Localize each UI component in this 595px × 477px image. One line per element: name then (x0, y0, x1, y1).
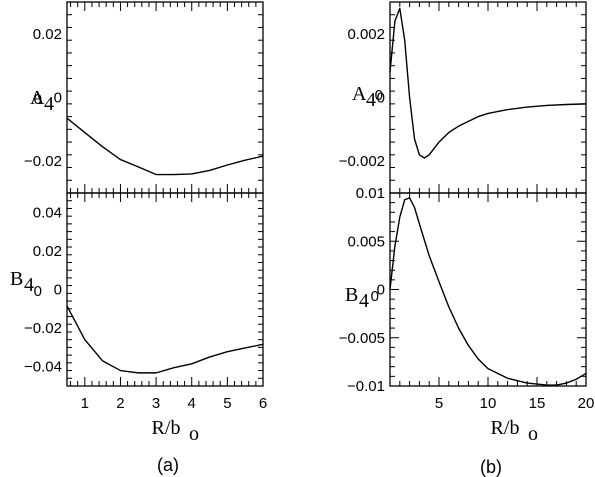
x-tick-label: 10 (480, 395, 497, 412)
panel-1: 0.02 0 −0.02 A 40 (24, 1, 264, 194)
y-axis-label-subscript: 4 (44, 93, 54, 115)
y-tick-label: 0.04 (33, 204, 62, 221)
x-tick-label: 3 (152, 395, 160, 412)
x-axis-label: R/b (152, 417, 181, 439)
y-tick-label: 0.005 (347, 233, 385, 250)
y-axis-label-subscript: 4 (359, 290, 369, 312)
y-axis-zero-label: 0 (34, 91, 42, 108)
y-tick-label: 0 (377, 90, 385, 107)
y-tick-label: 0 (377, 282, 385, 299)
y-axis-label: A (30, 87, 45, 109)
x-tick-label: 5 (435, 395, 443, 412)
x-tick-label: 5 (223, 395, 231, 412)
x-tick-label: 6 (259, 395, 267, 412)
x-tick-label: 1 (81, 395, 89, 412)
y-tick-label: −0.04 (24, 359, 62, 376)
plot-frame (389, 1, 587, 194)
x-tick-label: 4 (188, 395, 196, 412)
y-tick-label: −0.02 (24, 320, 62, 337)
y-tick-label: −0.005 (339, 330, 385, 347)
y-axis-label-subscript: 4 (366, 89, 376, 111)
x-tick-label: 2 (116, 395, 124, 412)
panel-4: 0.01 0.005 0 −0.005 −0.01 5 10 15 20 B 4 0 R/b o (339, 185, 595, 445)
y-tick-label: 0.02 (33, 26, 62, 43)
data-line (389, 197, 587, 386)
data-line (66, 117, 264, 176)
y-tick-label: 0.01 (356, 185, 385, 202)
y-tick-label: −0.02 (24, 153, 62, 170)
y-axis-label: B (10, 268, 23, 290)
y-tick-label: 0.02 (33, 243, 62, 260)
plot-frame (66, 192, 264, 387)
data-line (389, 7, 587, 159)
x-axis-label: R/b (491, 417, 520, 439)
y-tick-label: 0.002 (347, 26, 385, 43)
plot-frame (66, 1, 264, 194)
y-axis-label: B (345, 284, 358, 306)
y-tick-label: 0 (54, 282, 62, 299)
caption-a: (a) (157, 455, 179, 475)
y-axis-zero-label: 0 (34, 283, 42, 300)
y-tick-label: −0.01 (347, 378, 385, 395)
caption-b: (b) (480, 457, 502, 477)
y-axis-label-subscript: 4 (24, 274, 34, 296)
panels: 0.020−0.02A 400.040.020−0.02−0.041 2 3 4 5 6B 4… (10, 1, 595, 445)
panel-2: 0.040.020−0.02−0.041 2 3 4 5 6B 4 0R/b o (10, 192, 267, 445)
data-line (66, 305, 264, 374)
x-axis-label-subscript: o (528, 423, 538, 445)
x-tick-label: 20 (578, 395, 595, 412)
y-axis-zero-label: 0 (375, 87, 383, 104)
x-tick-label: 15 (529, 395, 546, 412)
y-axis-label: A (352, 83, 367, 105)
y-axis-zero-label: 0 (371, 288, 379, 305)
y-tick-label: 0 (54, 90, 62, 107)
x-axis-label-subscript: o (189, 423, 199, 445)
y-tick-label: −0.002 (339, 153, 385, 170)
